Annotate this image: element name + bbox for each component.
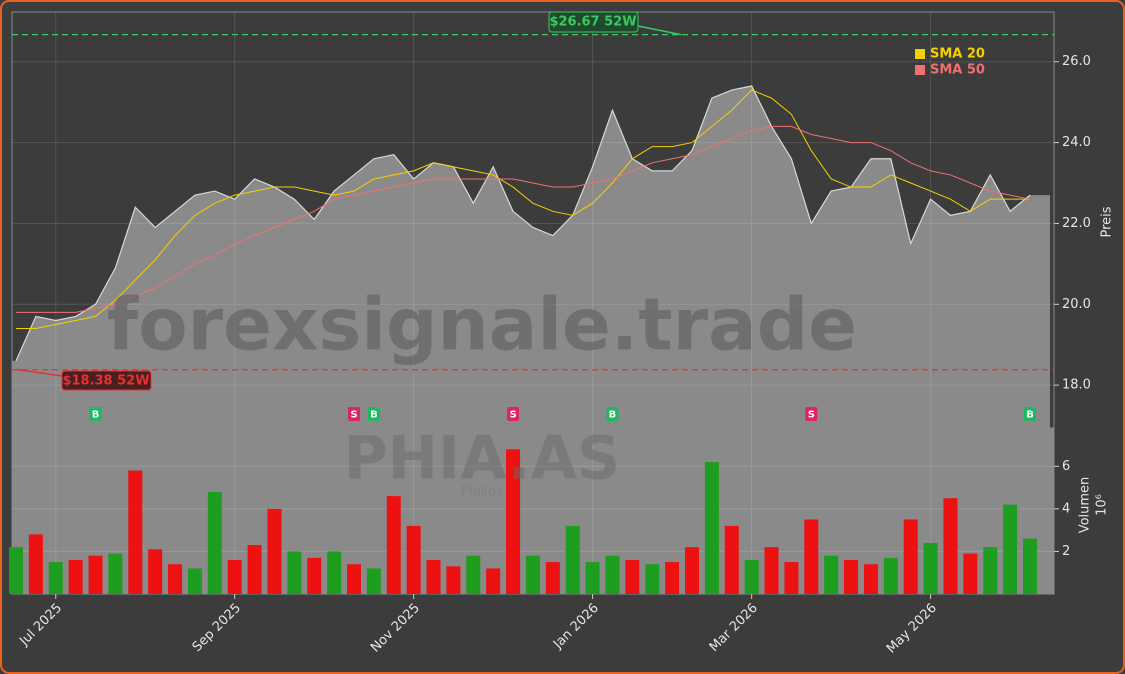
volume-bar bbox=[903, 519, 918, 594]
volume-bar bbox=[704, 462, 719, 594]
volume-tick-label: 2 bbox=[1062, 544, 1070, 559]
volume-bar bbox=[426, 559, 441, 594]
volume-bar bbox=[844, 559, 859, 594]
signal-badge bbox=[1024, 407, 1036, 421]
ticker-watermark: PHIA.AS bbox=[344, 424, 621, 494]
watermark: forexsignale.trade bbox=[107, 283, 857, 367]
volume-tick-label: 6 bbox=[1062, 459, 1070, 474]
volume-bar bbox=[128, 470, 143, 594]
volume-bar bbox=[227, 559, 242, 594]
volume-bar bbox=[685, 547, 699, 594]
volume-bar bbox=[108, 553, 123, 594]
low-label-box bbox=[61, 370, 152, 391]
low-label: $18.38 52W bbox=[62, 374, 149, 389]
low-arrow bbox=[17, 369, 63, 377]
volume-bar bbox=[68, 559, 83, 594]
high-arrow bbox=[637, 25, 682, 36]
y-tick-label: 22.0 bbox=[1062, 216, 1091, 231]
signal-badge bbox=[367, 407, 380, 421]
volume-bar bbox=[9, 547, 23, 594]
volume-bar bbox=[267, 508, 282, 594]
volume-bar bbox=[148, 549, 163, 594]
volume-bar bbox=[784, 562, 799, 594]
volume-bar bbox=[1003, 504, 1018, 594]
signal-label: B bbox=[370, 410, 378, 421]
signal-label: B bbox=[1026, 410, 1034, 421]
price-area bbox=[12, 85, 1050, 428]
volume-bar bbox=[506, 449, 521, 594]
signal-badge bbox=[348, 407, 360, 421]
volume-bar bbox=[307, 557, 322, 594]
volume-bar bbox=[386, 496, 401, 594]
legend-swatch bbox=[915, 65, 925, 75]
volume-bar bbox=[863, 564, 878, 594]
signal-label: S bbox=[808, 410, 815, 421]
volume-bar bbox=[983, 547, 998, 594]
volume-bar bbox=[545, 562, 560, 594]
volume-bar bbox=[824, 555, 839, 594]
volume-bar bbox=[585, 562, 600, 594]
volume-bar bbox=[943, 498, 958, 594]
y-tick-label: 24.0 bbox=[1062, 135, 1091, 150]
volume-bar bbox=[207, 491, 222, 594]
volume-bar bbox=[764, 547, 779, 594]
volume-bar bbox=[327, 551, 342, 594]
y-tick-label: 20.0 bbox=[1062, 297, 1091, 312]
volume-bar bbox=[168, 564, 183, 594]
volume-bar bbox=[48, 562, 63, 594]
signal-label: S bbox=[509, 410, 516, 421]
volume-bar bbox=[804, 519, 819, 594]
signal-badge bbox=[805, 407, 818, 421]
signal-label: S bbox=[350, 410, 357, 421]
volume-bar bbox=[366, 568, 381, 594]
volume-bar bbox=[744, 559, 759, 594]
signal-badge bbox=[507, 407, 520, 421]
volume-bar bbox=[525, 555, 540, 594]
signal-label: B bbox=[609, 410, 617, 421]
volume-unit: 10⁶ bbox=[1095, 494, 1110, 516]
volume-bar bbox=[347, 564, 361, 594]
volume-bar bbox=[247, 545, 262, 594]
volume-bar bbox=[187, 568, 202, 594]
high-label-box bbox=[548, 11, 639, 33]
volume-bar bbox=[88, 555, 103, 594]
volume-bar bbox=[446, 566, 461, 594]
volume-bar bbox=[645, 564, 660, 594]
y-axis-label: Preis bbox=[1100, 206, 1115, 237]
volume-bar bbox=[605, 555, 620, 594]
legend-label: SMA 50 bbox=[930, 63, 985, 78]
signal-badge bbox=[606, 407, 619, 421]
volume-bar bbox=[883, 557, 898, 594]
volume-bar bbox=[625, 559, 640, 594]
volume-axis-label: Volumen bbox=[1078, 477, 1093, 534]
volume-bar bbox=[1023, 538, 1037, 594]
high-label: $26.67 52W bbox=[549, 15, 636, 30]
volume-bar bbox=[28, 534, 43, 594]
volume-bar bbox=[466, 555, 481, 594]
signal-badge bbox=[89, 407, 102, 421]
volume-bar bbox=[565, 525, 580, 594]
volume-bar bbox=[724, 525, 739, 594]
legend-swatch bbox=[915, 49, 925, 59]
sma-line bbox=[16, 89, 1030, 330]
volume-bar bbox=[963, 553, 978, 594]
legend-label: SMA 20 bbox=[930, 47, 985, 62]
y-tick-label: 18.0 bbox=[1062, 378, 1091, 393]
volume-bar bbox=[923, 542, 938, 594]
volume-tick-label: 4 bbox=[1062, 501, 1070, 516]
sma-line bbox=[16, 125, 1031, 313]
volume-bar bbox=[406, 525, 421, 594]
company-watermark: Philips bbox=[461, 485, 503, 500]
signal-label: B bbox=[92, 410, 100, 421]
volume-bar bbox=[287, 551, 302, 594]
volume-bar bbox=[486, 568, 501, 594]
y-tick-label: 26.0 bbox=[1062, 54, 1091, 69]
volume-bar bbox=[665, 562, 680, 594]
price-line bbox=[15, 85, 1031, 362]
